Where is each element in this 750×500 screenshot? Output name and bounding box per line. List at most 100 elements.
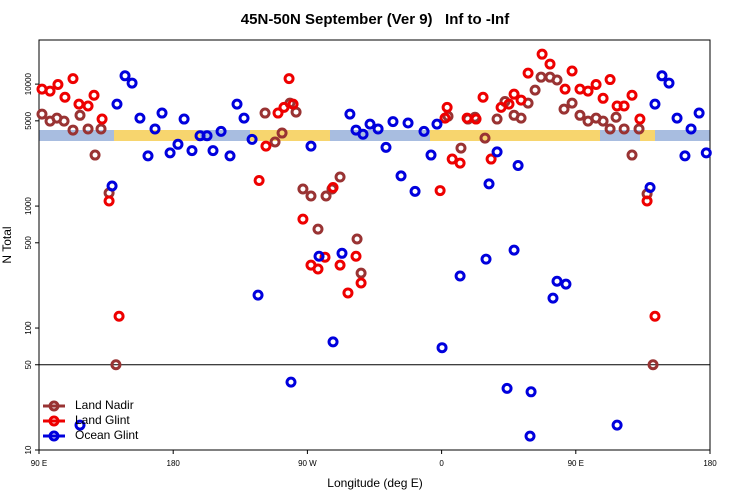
point [96,113,108,125]
y-tick-label: 5000 [24,111,33,129]
legend-marker [48,430,60,442]
point [126,77,138,89]
point [156,107,168,119]
point [647,359,659,371]
point [351,233,363,245]
point [297,213,309,225]
point [418,125,430,137]
chart-title: 45N-50N September (Ver 9) Inf to -Inf [241,11,510,28]
point [501,382,513,394]
y-tick-label: 100 [24,321,33,335]
point [644,182,656,194]
point [508,244,520,256]
point [610,111,622,123]
point [260,140,272,152]
point [95,123,107,135]
point [380,141,392,153]
x-axis-label: Longitude (deg E) [327,476,422,490]
point [283,73,295,85]
point [551,275,563,287]
point [201,130,213,142]
point [89,149,101,161]
point [604,123,616,135]
point [149,123,161,135]
point [74,419,86,431]
point [491,113,503,125]
point [508,88,520,100]
point [342,287,354,299]
series [36,48,661,322]
point [633,123,645,135]
series [74,70,712,442]
point [671,112,683,124]
series [36,71,659,371]
point [455,142,467,154]
point [252,289,264,301]
point [626,89,638,101]
point [626,149,638,161]
point [574,109,586,121]
point [82,100,94,112]
point [276,127,288,139]
point [313,250,325,262]
point [479,132,491,144]
point [436,342,448,354]
point [327,336,339,348]
point [395,170,407,182]
point [164,147,176,159]
point [231,98,243,110]
point [67,124,79,136]
point [59,91,71,103]
point [387,116,399,128]
point [590,79,602,91]
y-tick-label: 10000 [24,72,33,95]
point [551,74,563,86]
x-tick-label: 90 E [31,459,47,468]
legend-item: Land Glint [43,413,130,427]
point [611,419,623,431]
point [186,145,198,157]
point [641,195,653,207]
point [142,150,154,162]
legend-label: Land Nadir [75,398,134,412]
point [544,58,556,70]
point [483,178,495,190]
point [110,359,122,371]
point [441,101,453,113]
point [103,195,115,207]
point [269,136,281,148]
point [700,147,712,159]
point [597,115,609,127]
point [558,103,570,115]
point [357,128,369,140]
point [172,138,184,150]
point [582,85,594,97]
point [355,277,367,289]
x-tick-label: 90 W [298,459,317,468]
x-tick-label: 180 [703,459,717,468]
point [454,157,466,169]
point [278,101,290,113]
point [566,97,578,109]
point [334,171,346,183]
point [334,259,346,271]
point [74,109,86,121]
point [58,115,70,127]
plot-frame [38,39,711,451]
point [312,263,324,275]
point [285,376,297,388]
point [679,150,691,162]
ocean-band [655,130,710,141]
point [524,430,536,442]
point [82,123,94,135]
point [618,123,630,135]
point [312,223,324,235]
point [446,153,458,165]
point [246,133,258,145]
point [409,185,421,197]
point [566,65,578,77]
y-tick-label: 10 [24,445,33,454]
point [454,270,466,282]
